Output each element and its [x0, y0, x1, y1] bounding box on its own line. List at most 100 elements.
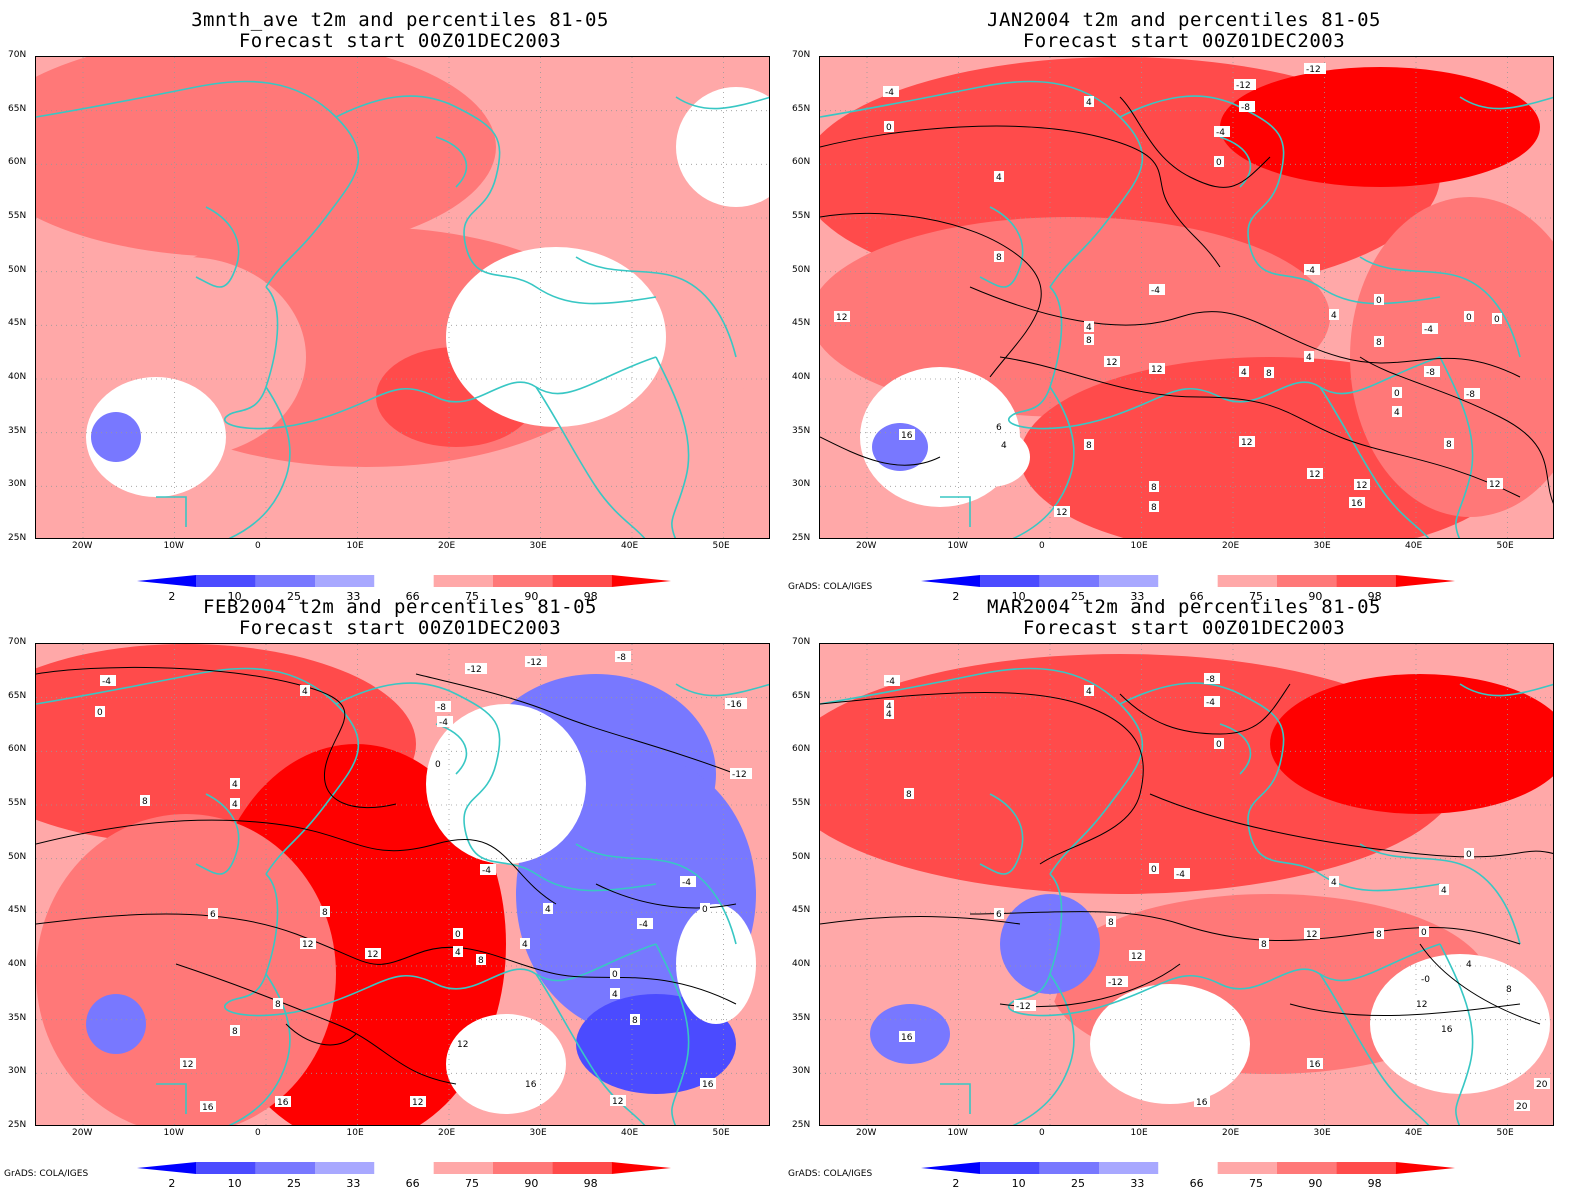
contour-label-bg: [525, 656, 547, 667]
colorbar-label: 90: [1308, 1177, 1323, 1190]
coastline: [535, 973, 646, 1125]
contour-label: 12: [1307, 468, 1323, 480]
coastline: [1319, 973, 1430, 1125]
contour-label-text: -12: [467, 665, 482, 675]
contour-label-text: -12: [1236, 81, 1251, 91]
grads-credit: GrADS: COLA/IGES: [788, 582, 873, 592]
latitude-label: 35N: [8, 425, 27, 436]
latitude-label: 25N: [792, 533, 811, 543]
colorbar-label: 33: [1130, 1177, 1145, 1190]
contour-label-text: 12: [1416, 1000, 1427, 1010]
contour-label-bg: [999, 439, 1009, 450]
colorbar-swatch: [433, 1162, 493, 1174]
contour-label-text: -4: [639, 920, 648, 930]
contour-label: 8: [1444, 438, 1454, 450]
contour-label: 0: [1214, 156, 1224, 168]
colorbar-label: 25: [287, 1177, 301, 1190]
longitude-label: 20E: [1222, 1128, 1240, 1138]
contour-label: -4: [1174, 868, 1190, 880]
contour-label: 16: [523, 1078, 539, 1090]
contour-label-text: 4: [1086, 323, 1092, 333]
contour-label-text: 4: [1331, 311, 1337, 321]
contour-label-bg: [1307, 1058, 1323, 1069]
latitude-label: 40N: [8, 959, 27, 969]
coastline: [820, 80, 1144, 288]
coastline: [979, 793, 1024, 875]
contour-label-text: 4: [1001, 441, 1007, 451]
contour-label-text: 4: [612, 990, 618, 1000]
contour-line: [969, 286, 1521, 378]
contour-label-text: 6: [996, 910, 1002, 920]
contour-label-bg: [1444, 438, 1454, 449]
contour-label-text: -4: [886, 677, 895, 687]
colorbar-swatch: [137, 575, 197, 587]
contour-label-text: 16: [1441, 1025, 1453, 1035]
contour-label-bg: [140, 795, 150, 806]
longitude-label: 10E: [1130, 1128, 1148, 1138]
latitude-label: 25N: [792, 1120, 811, 1130]
contour-label-bg: [1259, 938, 1269, 949]
contour-label-bg: [1464, 388, 1480, 399]
contour-label-text: 12: [1309, 470, 1320, 480]
latitude-label: 65N: [8, 690, 27, 701]
contour-label-text: 8: [1266, 369, 1272, 379]
percentile-shading: [36, 57, 496, 257]
contour-label-text: 6: [996, 423, 1002, 433]
colorbar-label: 2: [952, 1177, 960, 1190]
colorbar-label: 90: [524, 1177, 539, 1190]
contour-label: 4: [884, 708, 894, 720]
contour-line: [36, 913, 737, 1005]
contour-label-bg: [884, 708, 894, 719]
contour-label-bg: [300, 938, 316, 949]
contour-label-bg: [1392, 387, 1402, 398]
latitude-label: 55N: [792, 798, 811, 808]
contour-label: 12: [300, 938, 316, 950]
contour-label-text: -8: [617, 653, 626, 663]
contour-label-bg: [1374, 928, 1384, 939]
latitude-label: 35N: [792, 425, 811, 436]
coastline: [655, 943, 690, 1125]
contour-label-bg: [1419, 926, 1429, 937]
panel-title: 3mnth_ave t2m and percentiles 81-05: [191, 9, 609, 31]
contour-label-bg: [1174, 868, 1190, 879]
contour-label-bg: [230, 778, 240, 789]
contour-label: 8: [1084, 439, 1094, 451]
longitude-label: 0: [1039, 541, 1045, 551]
contour-label-bg: [1414, 998, 1430, 1009]
contour-label-text: 12: [1056, 508, 1067, 518]
contour-label-bg: [1307, 468, 1323, 479]
coastline: [156, 496, 187, 527]
colorbar-swatch: [1277, 1162, 1337, 1174]
percentile-shading: [1270, 674, 1553, 814]
colorbar-swatch: [1217, 575, 1277, 587]
contour-label-text: 12: [836, 313, 847, 323]
colorbar-swatches: [137, 575, 671, 587]
contour-label-bg: [1149, 481, 1159, 492]
coastline: [1119, 95, 1441, 305]
contour-label: 4: [1464, 958, 1474, 970]
contour-label: 0: [95, 706, 105, 718]
colorbar-swatch: [921, 1162, 981, 1174]
contour-line: [285, 1023, 357, 1046]
contour-label-text: -12: [1108, 978, 1123, 988]
colorbar-swatches: [137, 1162, 671, 1174]
contour-label-text: 20: [1516, 1102, 1528, 1112]
coastline: [940, 496, 971, 527]
contour-label: -8: [1239, 101, 1255, 113]
contour-label-bg: [1487, 478, 1503, 489]
contour-label-text: 4: [1394, 408, 1400, 418]
coastline: [195, 793, 240, 875]
longitude-label: 20E: [1222, 541, 1240, 551]
colorbar-swatches: [921, 1162, 1455, 1174]
contour-label-bg: [700, 903, 710, 914]
contour-label-text: 12: [1306, 930, 1317, 940]
longitude-label: 20W: [72, 1128, 93, 1138]
contour-label: -12: [1304, 63, 1326, 75]
contour-label-bg: [994, 171, 1004, 182]
contour-label: -8: [1424, 366, 1440, 378]
contour-label-text: 0: [612, 970, 618, 980]
contour-label-bg: [725, 698, 747, 709]
contour-label: 12: [1129, 950, 1145, 962]
colorbar-label: 10: [1011, 1177, 1026, 1190]
